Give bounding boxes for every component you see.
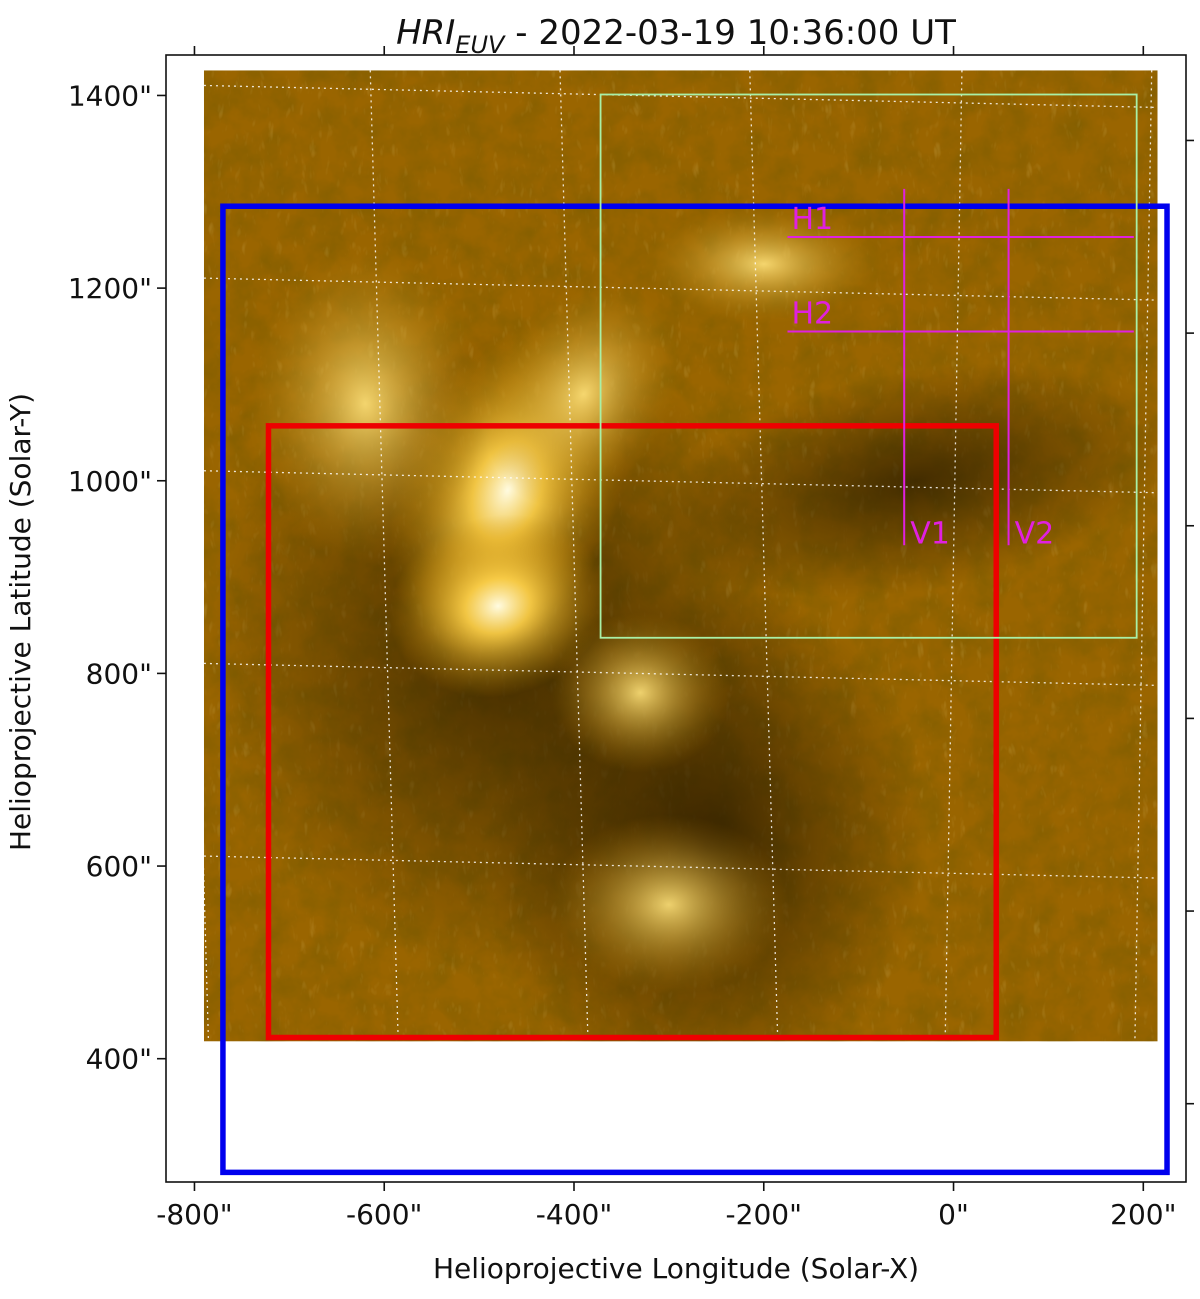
- y-tick-label: 600": [86, 850, 152, 883]
- grid-line-y: [204, 1049, 1158, 1071]
- y-tick-label: 800": [86, 657, 152, 690]
- cut-label-h1: H1: [791, 202, 833, 237]
- x-tick-label: 200": [1110, 1198, 1176, 1231]
- slit-cuts: H1 H2 V1 V2: [787, 188, 1134, 551]
- bright-loops-bottom: [548, 814, 789, 995]
- blue-box: [220, 203, 1170, 1176]
- bright-plage-left: [245, 243, 486, 564]
- y-axis-label: Helioprojective Latitude (Solar-Y): [4, 393, 37, 851]
- bright-loops-top: [643, 204, 884, 325]
- x-tick-label: -200": [726, 1198, 802, 1231]
- axes-frame: [165, 54, 1187, 1183]
- x-tick-label: 0": [938, 1198, 969, 1231]
- dark-region-upper: [658, 363, 1158, 599]
- cut-label-h2: H2: [791, 296, 833, 331]
- cut-label-v2: V2: [1015, 516, 1055, 551]
- boxes: [220, 93, 1170, 1176]
- y-tick-label: 1400": [68, 79, 152, 112]
- bright-fan-upper: [485, 280, 682, 508]
- euv-image: [203, 70, 1158, 1042]
- cut-label-v1: V1: [910, 516, 950, 551]
- bright-fan-lower: [389, 514, 607, 698]
- chart-title: HRIEUV - 2022-03-19 10:36:00 UT: [396, 13, 956, 59]
- x-axis-label: Helioprojective Longitude (Solar-X): [433, 1252, 919, 1285]
- x-tick-label: -800": [156, 1198, 232, 1231]
- x-tick-label: -400": [536, 1198, 612, 1231]
- red-box: [265, 423, 999, 1041]
- bright-fan-right: [550, 612, 731, 773]
- y-tick-label: 400": [86, 1043, 152, 1076]
- ticks: -800" -600" -400" -200" 0" 200" 400" 600" 800" 10…: [68, 46, 1194, 1231]
- title-instrument: HRI: [396, 13, 455, 53]
- y-tick-label: 1000": [68, 465, 152, 498]
- green-box: [599, 93, 1138, 639]
- y-tick-label: 1200": [68, 272, 152, 305]
- title-date-time: - 2022-03-19 10:36:00 UT: [504, 13, 956, 53]
- x-tick-label: -600": [346, 1198, 422, 1231]
